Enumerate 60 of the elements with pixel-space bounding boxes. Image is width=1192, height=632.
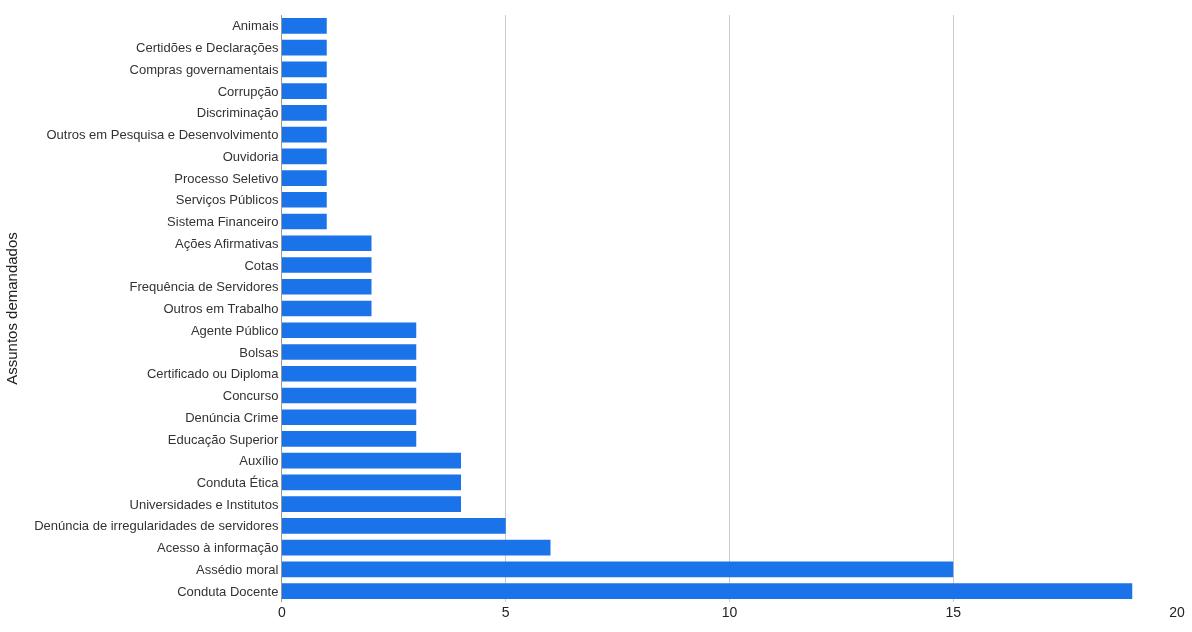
y-tick-label: Denúncia de irregularidades de servidores bbox=[34, 518, 279, 534]
y-tick-label: Universidades e Institutos bbox=[129, 496, 279, 512]
y-tick-label: Cotas bbox=[244, 257, 279, 273]
bar bbox=[282, 18, 327, 34]
bar bbox=[282, 431, 417, 447]
y-tick-label: Serviços Públicos bbox=[175, 192, 279, 208]
y-tick-label: Denúncia Crime bbox=[185, 409, 279, 425]
y-tick-label: Processo Seletivo bbox=[174, 170, 279, 186]
y-tick-label: Assédio moral bbox=[196, 561, 279, 577]
y-tick-label: Frequência de Servidores bbox=[129, 279, 279, 295]
bar bbox=[282, 518, 506, 534]
bar bbox=[282, 300, 372, 317]
x-tick-label: 5 bbox=[501, 604, 510, 620]
bar bbox=[282, 235, 372, 252]
bar bbox=[282, 387, 417, 404]
bar bbox=[282, 474, 461, 491]
y-tick-label: Acesso à informação bbox=[156, 540, 279, 556]
x-tick-label: 10 bbox=[721, 604, 738, 620]
bar bbox=[282, 191, 327, 208]
bar bbox=[282, 561, 954, 578]
bar bbox=[282, 170, 327, 186]
bar bbox=[282, 39, 327, 56]
bar bbox=[282, 126, 327, 143]
x-tick-label: 15 bbox=[945, 604, 962, 620]
y-axis-title: Assuntos demandados bbox=[3, 232, 21, 385]
y-tick-label: Conduta Ética bbox=[196, 474, 280, 490]
bar bbox=[282, 496, 461, 512]
y-tick-label: Corrupção bbox=[217, 83, 279, 99]
bar bbox=[282, 409, 417, 426]
x-tick-label: 20 bbox=[1169, 604, 1185, 620]
y-tick-label: Outros em Pesquisa e Desenvolvimento bbox=[46, 127, 279, 143]
bar bbox=[282, 452, 461, 469]
y-tick-label: Ações Afirmativas bbox=[175, 235, 279, 251]
bar bbox=[282, 322, 417, 339]
y-tick-label: Sistema Financeiro bbox=[167, 214, 279, 230]
bar bbox=[282, 105, 327, 121]
bar bbox=[282, 213, 327, 230]
y-tick-label: Concurso bbox=[222, 388, 279, 404]
bar bbox=[282, 344, 417, 360]
y-tick-label: Ouvidoria bbox=[222, 148, 280, 164]
y-tick-label: Bolsas bbox=[239, 344, 279, 360]
y-tick-label: Animais bbox=[232, 18, 279, 34]
y-tick-label: Conduta Docente bbox=[177, 583, 279, 599]
bar bbox=[282, 365, 417, 382]
y-tick-label: Outros em Trabalho bbox=[163, 301, 279, 317]
y-tick-label: Discriminação bbox=[196, 105, 279, 121]
y-tick-label: Auxílio bbox=[239, 453, 279, 469]
bar bbox=[282, 583, 1133, 599]
y-tick-label: Certificado ou Diploma bbox=[146, 366, 280, 382]
y-tick-label: Compras governamentais bbox=[129, 61, 279, 77]
y-tick-label: Agente Público bbox=[190, 322, 279, 338]
bar bbox=[282, 148, 327, 165]
bar bbox=[282, 539, 551, 556]
bar bbox=[282, 83, 327, 99]
y-tick-label: Certidões e Declarações bbox=[136, 40, 279, 56]
bar bbox=[282, 278, 372, 295]
y-tick-label: Educação Superior bbox=[167, 431, 280, 447]
x-tick-label: 0 bbox=[278, 604, 287, 620]
bar bbox=[282, 257, 372, 273]
bar bbox=[282, 61, 327, 78]
